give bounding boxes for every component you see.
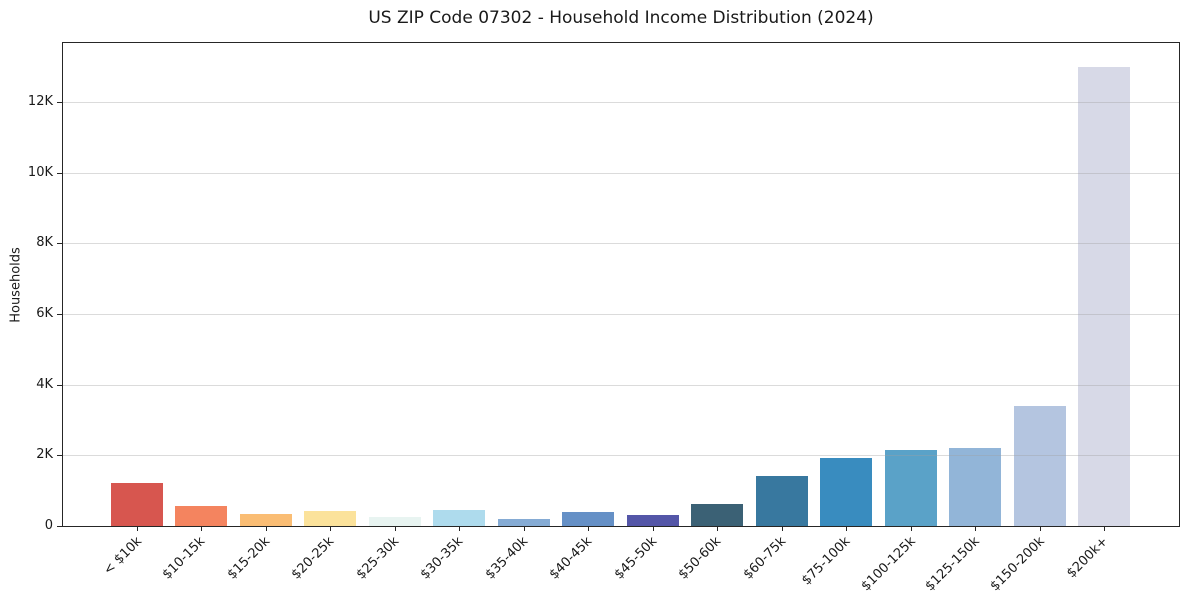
y-tick-label: 10K <box>27 164 53 180</box>
x-axis-tick <box>265 527 267 531</box>
y-tick-label: 4K <box>36 376 53 392</box>
bar-1 <box>175 505 228 526</box>
x-tick-label: $150-200k <box>987 534 1048 594</box>
y-tick-label: 6K <box>36 306 53 322</box>
chart-title: US ZIP Code 07302 - Household Income Dis… <box>368 8 874 28</box>
bar-7 <box>562 511 615 526</box>
x-axis-tick <box>781 527 783 531</box>
x-tick-label: $35-40k <box>482 534 531 583</box>
bar-2 <box>239 514 292 526</box>
x-tick-label: $45-50k <box>611 534 660 583</box>
y-axis-tick <box>57 384 62 386</box>
y-axis-tick <box>57 102 62 104</box>
x-tick-label: $30-35k <box>417 534 467 583</box>
x-axis-tick <box>588 527 590 531</box>
y-axis-tick <box>57 526 62 527</box>
bar-5 <box>433 509 486 526</box>
bar-4 <box>368 517 421 526</box>
bar-11 <box>820 458 873 526</box>
bar-14 <box>1013 405 1066 526</box>
bar-8 <box>626 515 679 526</box>
x-axis-tick <box>394 527 396 531</box>
x-axis-tick <box>523 527 525 531</box>
x-axis-tick <box>652 527 654 531</box>
x-axis-tick <box>1104 527 1106 531</box>
x-axis-tick <box>717 527 719 531</box>
x-tick-label: $25-30k <box>353 534 402 583</box>
x-tick-label: $50-60k <box>675 534 725 583</box>
x-tick-label: $60-75k <box>740 534 789 583</box>
y-axis-tick <box>57 243 62 245</box>
x-axis-tick <box>910 527 912 531</box>
x-tick-label: $75-100k <box>799 534 854 589</box>
y-axis-tick <box>57 455 62 457</box>
bar-0 <box>110 482 163 526</box>
bar-6 <box>497 519 550 526</box>
x-axis-tick <box>330 527 332 531</box>
bar-15 <box>1078 67 1131 526</box>
bar-3 <box>304 511 357 526</box>
bar-12 <box>884 449 937 526</box>
x-axis-tick <box>136 527 138 531</box>
x-tick-label: $100-125k <box>858 534 919 594</box>
x-tick-label: $125-150k <box>922 534 983 594</box>
y-axis-tick <box>57 172 62 174</box>
bar-9 <box>691 503 744 526</box>
x-tick-label: < $10k <box>100 534 145 579</box>
x-tick-label: $40-45k <box>546 534 596 583</box>
x-tick-label: $200k+ <box>1064 534 1112 582</box>
x-axis-tick <box>201 527 203 531</box>
y-tick-label: 0 <box>44 518 53 533</box>
bar-13 <box>949 448 1002 526</box>
x-axis-tick <box>846 527 848 531</box>
y-axis-tick <box>57 314 62 316</box>
y-tick-label: 12K <box>27 94 53 110</box>
x-tick-label: $20-25k <box>288 534 338 583</box>
x-tick-label: $10-15k <box>159 534 209 583</box>
x-tick-label: $15-20k <box>224 534 273 583</box>
bar-10 <box>755 475 808 526</box>
x-axis-tick <box>459 527 461 531</box>
x-axis-tick <box>975 527 977 531</box>
y-tick-label: 8K <box>36 235 53 251</box>
y-tick-label: 2K <box>36 447 53 463</box>
x-axis-tick <box>1039 527 1041 531</box>
plot-area <box>62 42 1180 527</box>
